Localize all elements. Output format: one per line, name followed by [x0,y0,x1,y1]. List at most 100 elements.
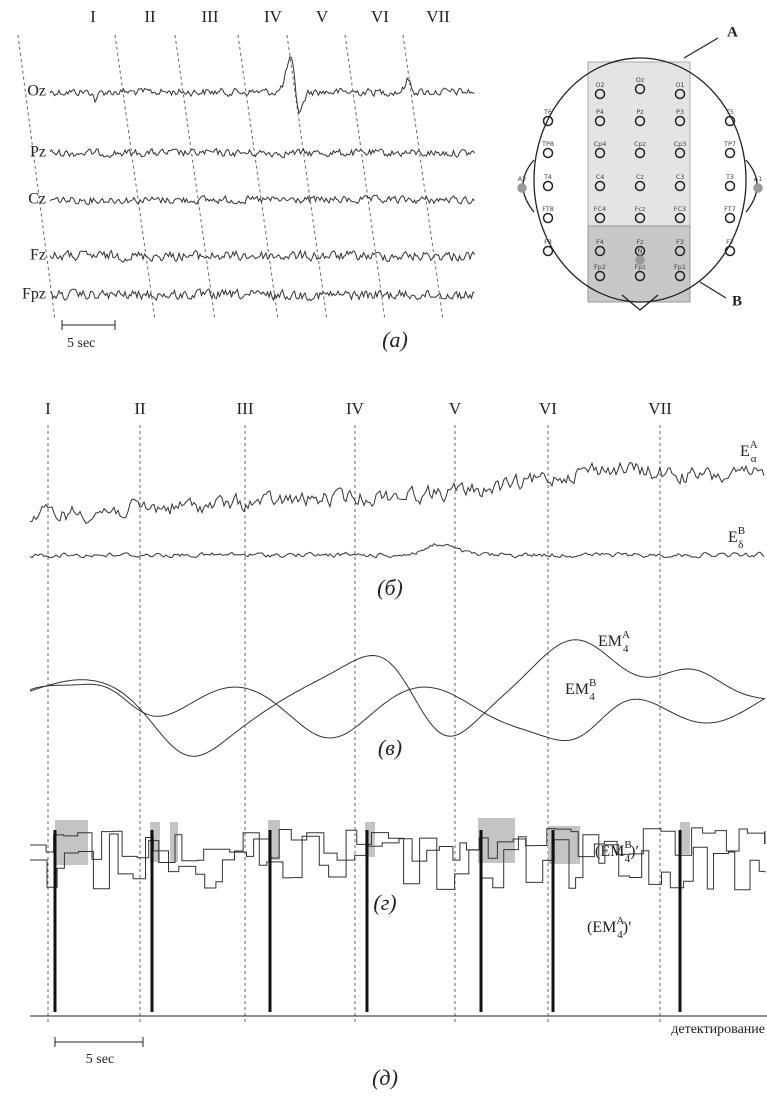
channel-label: Oz [27,83,46,100]
electrode-label: F8 [544,238,552,246]
figure: A B O2OzO1T6P4PzP3T5TP8Cp4CpzCp3TP7A2T4C… [0,0,767,1099]
marker-label: IV [346,399,365,418]
eeg-trace [50,251,475,263]
trace-label: EMA 4 [598,629,630,655]
electrode-label: Fcz [635,205,646,213]
trace-label-sub: 4 [623,643,629,655]
electrode-label: Cp3 [674,140,687,148]
electrode [518,184,526,192]
scale-label: 5 sec [86,1052,114,1067]
electrode-label: T6 [543,108,552,116]
highlight [170,822,178,862]
trace-label-close: )ʹ [630,843,639,860]
region-a-label: A [727,24,738,40]
electrode-label: A2 [518,175,527,183]
marker-line [115,35,155,320]
marker-label: VI [371,7,389,26]
electrode-label: Cz [636,173,645,181]
marker-line [18,35,55,320]
panel-label: (в) [378,735,402,760]
electrode [726,214,735,223]
electrode-label: Oz [636,76,645,84]
marker-label: III [237,399,254,418]
electrode-label: Fp2 [594,263,606,271]
marker-label: VI [539,399,557,418]
trace-label-close: )ʹ [623,919,632,936]
panel-label: (г) [373,890,396,915]
electrode-label: P3 [676,108,684,116]
electrode-label: FT7 [724,205,736,213]
trace-label-sup: A [750,439,758,451]
electrode-label: Fp1 [674,263,686,271]
electrode-label: F7 [726,238,734,246]
eeg-trace [50,149,475,158]
marker-label: II [144,7,156,26]
electrode [544,247,553,256]
channel-label: Fpz [22,286,46,303]
scale-label: 5 sec [67,336,95,351]
electrode-label: T5 [725,108,734,116]
panel-label: (д) [372,1065,398,1090]
marker-label: III [202,7,219,26]
panel-label: (а) [382,327,408,352]
marker-line [238,35,278,320]
eeg-trace [50,195,475,204]
trace-label-sup: B [589,677,596,689]
marker-label: VII [648,399,672,418]
trace-label-base: EM [598,633,622,650]
axis-label: детектирование [671,1022,765,1037]
trace-label-sub: α [751,453,757,465]
trace-label-base: EM [565,681,589,698]
electrode-label: O2 [595,81,604,89]
region-b-label: B [732,293,742,309]
marker-label: I [45,399,51,418]
electrode [544,182,553,191]
electrode-label: F3 [676,238,684,246]
electrode-label: Cp4 [594,140,607,148]
electrode-label: C3 [676,173,685,181]
arrow-a [684,38,718,58]
electrode-label: FT8 [542,205,554,213]
electrode-label: Pz [636,108,644,116]
trace-label-open: (EM [595,843,624,860]
electrode-label: FC4 [594,205,606,213]
electrode-label: C4 [596,173,605,181]
trace-label: EMB 4 [565,677,596,703]
electrode-label: TP7 [723,140,736,148]
electrode-label: N [638,247,643,255]
highlight [55,820,88,865]
electrode-label: Fz [636,238,644,246]
channel-label: Pz [30,144,46,161]
channel-label: Cz [28,191,46,208]
marker-label: IV [264,7,283,26]
marker-label: V [316,7,329,26]
electrode [726,149,735,158]
marker-label: V [449,399,462,418]
marker-label: II [134,399,146,418]
marker-line [287,35,327,320]
trace-label-sup: B [738,525,745,537]
electrode-label: P4 [596,108,604,116]
electrode-label: A1 [754,175,763,183]
trace-label-base: E [728,529,738,546]
trace-label-sup: A [622,629,630,641]
trace-label: (EMB4)ʹ [595,839,639,865]
marker-label: I [90,7,96,26]
trace-label: EAα [740,439,758,465]
marker-line [403,35,443,320]
marker-line [345,35,385,320]
highlight [478,818,515,863]
electrode [726,182,735,191]
panel-label: (б) [377,575,403,600]
electrode [544,117,553,126]
electrode [636,256,644,264]
trace-label-sub: 4 [589,691,595,703]
electrode-label: TP8 [541,140,554,148]
electrode [544,214,553,223]
arrow-b [700,282,726,298]
electrode-label: FC3 [674,205,686,213]
electrode-label: Cpz [634,140,647,148]
